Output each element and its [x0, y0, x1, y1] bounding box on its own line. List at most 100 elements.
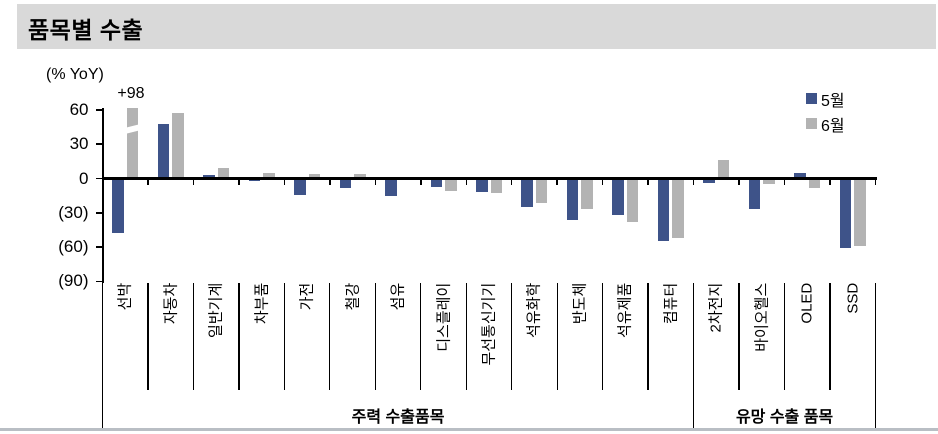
clipped-bar-annotation: +98 [117, 85, 145, 102]
category-label-13: 2차전지 [707, 282, 725, 333]
category-label-9: 석유화학 [525, 282, 543, 339]
bar-june-5 [354, 173, 366, 179]
category-label-5: 철강 [343, 282, 361, 311]
y-axis-unit-label: (% YoY) [46, 66, 104, 83]
x-axis-tick [510, 180, 513, 185]
bar-june-11 [626, 178, 639, 222]
x-axis-tick [829, 180, 831, 185]
group-label-0: 주력 수출품목 [351, 409, 445, 426]
bar-may-4 [294, 178, 306, 195]
x-axis-tick [647, 180, 649, 185]
bar-may-1 [157, 123, 170, 179]
bottom-border-line [0, 428, 938, 431]
category-separator-line [101, 283, 104, 390]
x-axis-tick [147, 180, 149, 185]
x-axis-tick [556, 180, 558, 185]
bar-june-10 [581, 178, 593, 210]
y-axis-tick-label: 60 [69, 99, 89, 119]
y-axis-tick-label: (30) [58, 202, 89, 222]
category-separator-line [602, 283, 604, 390]
x-axis-tick [101, 180, 104, 185]
x-axis-tick [283, 180, 286, 185]
category-separator-line [692, 283, 695, 390]
category-separator-line [192, 283, 195, 390]
bar-may-2 [203, 175, 215, 179]
category-label-2: 일반기계 [207, 282, 225, 339]
category-label-12: 컴퓨터 [662, 282, 680, 325]
x-axis-tick [783, 180, 786, 185]
x-axis-tick [465, 180, 467, 185]
category-separator-line [238, 283, 240, 390]
y-axis-tick-label: (90) [58, 271, 89, 291]
bar-june-0 [126, 108, 139, 179]
legend-swatch-june [806, 118, 817, 129]
x-axis-tick [192, 180, 195, 185]
category-label-1: 자동차 [161, 282, 179, 325]
category-label-4: 가전 [298, 282, 316, 311]
group-separator-line [692, 390, 695, 428]
bar-may-16 [839, 178, 852, 249]
x-axis-tick [420, 180, 422, 185]
category-separator-line [374, 283, 376, 390]
y-axis-tick-label: 0 [79, 168, 89, 188]
bar-june-7 [445, 178, 457, 192]
category-label-15: OLED [798, 282, 816, 324]
bar-june-13 [717, 160, 730, 179]
y-axis-tick [95, 280, 102, 283]
category-separator-line [465, 283, 467, 390]
y-axis-line [101, 108, 104, 283]
group-separator-line [874, 390, 877, 428]
category-separator-line [511, 283, 513, 390]
category-separator-line [420, 283, 422, 390]
category-separator-line [738, 283, 740, 390]
group-separator-line [101, 390, 104, 428]
legend-swatch-may [806, 93, 817, 104]
y-axis-tick [95, 246, 102, 248]
bar-may-12 [657, 178, 670, 242]
y-axis-tick [95, 143, 102, 145]
category-separator-line [874, 283, 877, 390]
x-axis-tick [874, 180, 877, 185]
bar-june-4 [308, 173, 321, 179]
category-separator-line [329, 283, 331, 390]
bar-may-6 [385, 178, 397, 196]
bar-june-12 [672, 178, 684, 238]
bar-may-15 [794, 172, 806, 179]
category-separator-line [647, 283, 649, 390]
page-title: 품목별 수출 [28, 17, 144, 43]
bar-june-16 [854, 178, 866, 246]
x-axis-tick [238, 180, 240, 185]
x-axis-zero-line [101, 177, 877, 180]
y-axis-tick [95, 177, 102, 180]
bar-june-15 [808, 178, 821, 188]
category-separator-line [783, 283, 786, 390]
bar-may-13 [703, 178, 715, 184]
bar-may-10 [566, 178, 579, 220]
category-label-10: 반도체 [571, 282, 589, 325]
y-axis-tick-label: 30 [69, 134, 89, 154]
bar-june-8 [490, 178, 502, 194]
title-banner [17, 4, 936, 49]
bar-may-8 [476, 178, 488, 193]
x-axis-tick [738, 180, 740, 185]
category-label-11: 석유제품 [616, 282, 634, 339]
category-separator-line [829, 283, 831, 390]
legend-label-may: 5월 [821, 92, 845, 110]
group-label-1: 유망 수출 품목 [735, 409, 834, 426]
bar-june-1 [172, 113, 184, 179]
category-separator-line [283, 283, 286, 390]
bar-may-14 [748, 178, 761, 210]
category-label-3: 차부품 [252, 282, 270, 325]
bar-may-11 [612, 178, 624, 216]
y-axis-tick-label: (60) [58, 237, 89, 257]
y-axis-tick [95, 212, 102, 214]
category-separator-line [556, 283, 558, 390]
legend-label-june: 6월 [821, 117, 845, 135]
bar-june-9 [535, 178, 548, 203]
bar-june-14 [763, 178, 775, 185]
x-axis-tick [601, 180, 604, 185]
category-label-14: 바이오헬스 [753, 282, 771, 352]
bar-may-5 [339, 178, 352, 188]
